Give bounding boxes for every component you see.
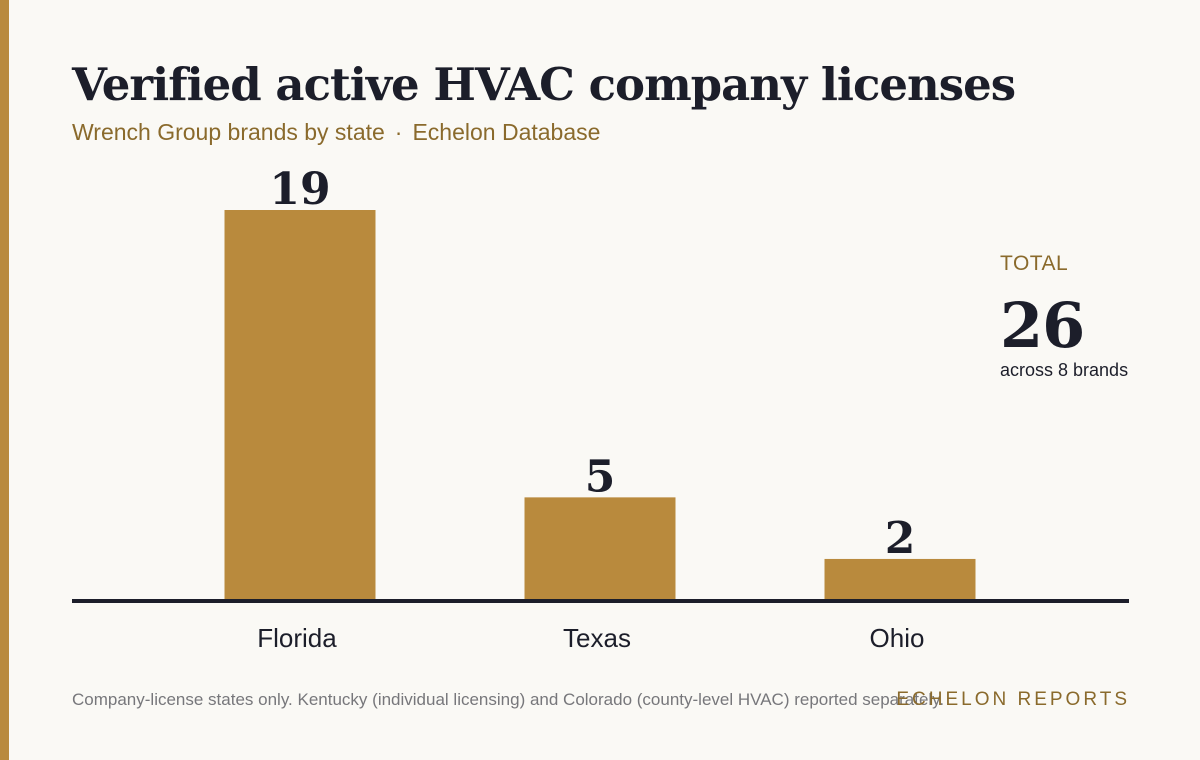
labels-layer: 19 Florida 5 Texas 2 Ohio: [257, 164, 924, 653]
chart-title: Verified active HVAC company licenses: [72, 58, 1016, 111]
total-panel: TOTAL 26 across 8 brands: [1000, 252, 1190, 381]
total-brands-count: across 8 brands: [1000, 360, 1129, 380]
category-label-ohio: Ohio: [870, 623, 925, 653]
chart-subtitle: Wrench Group brands by state · Echelon Dat…: [72, 119, 600, 146]
category-label-texas: Texas: [563, 623, 631, 653]
value-label-florida: 19: [269, 164, 330, 215]
total-label: TOTAL: [1000, 252, 1069, 275]
bar-texas: [524, 497, 676, 600]
value-label-ohio: 2: [885, 513, 916, 564]
brand-mark: ECHELON REPORTS: [896, 689, 1130, 710]
bar-ohio: [824, 558, 976, 600]
value-label-texas: 5: [585, 451, 616, 502]
footnote: Company-license states only. Kentucky (i…: [72, 690, 945, 709]
subtitle-separator: ·: [394, 119, 403, 145]
total-value: 26: [1000, 289, 1085, 362]
bar-florida: [224, 210, 376, 600]
subtitle-source: Wrench Group brands by state: [72, 119, 385, 145]
subtitle-database: Echelon Database: [412, 119, 601, 145]
bars-layer: [224, 210, 976, 600]
category-label-florida: Florida: [257, 623, 337, 653]
accent-bar: [0, 0, 9, 760]
